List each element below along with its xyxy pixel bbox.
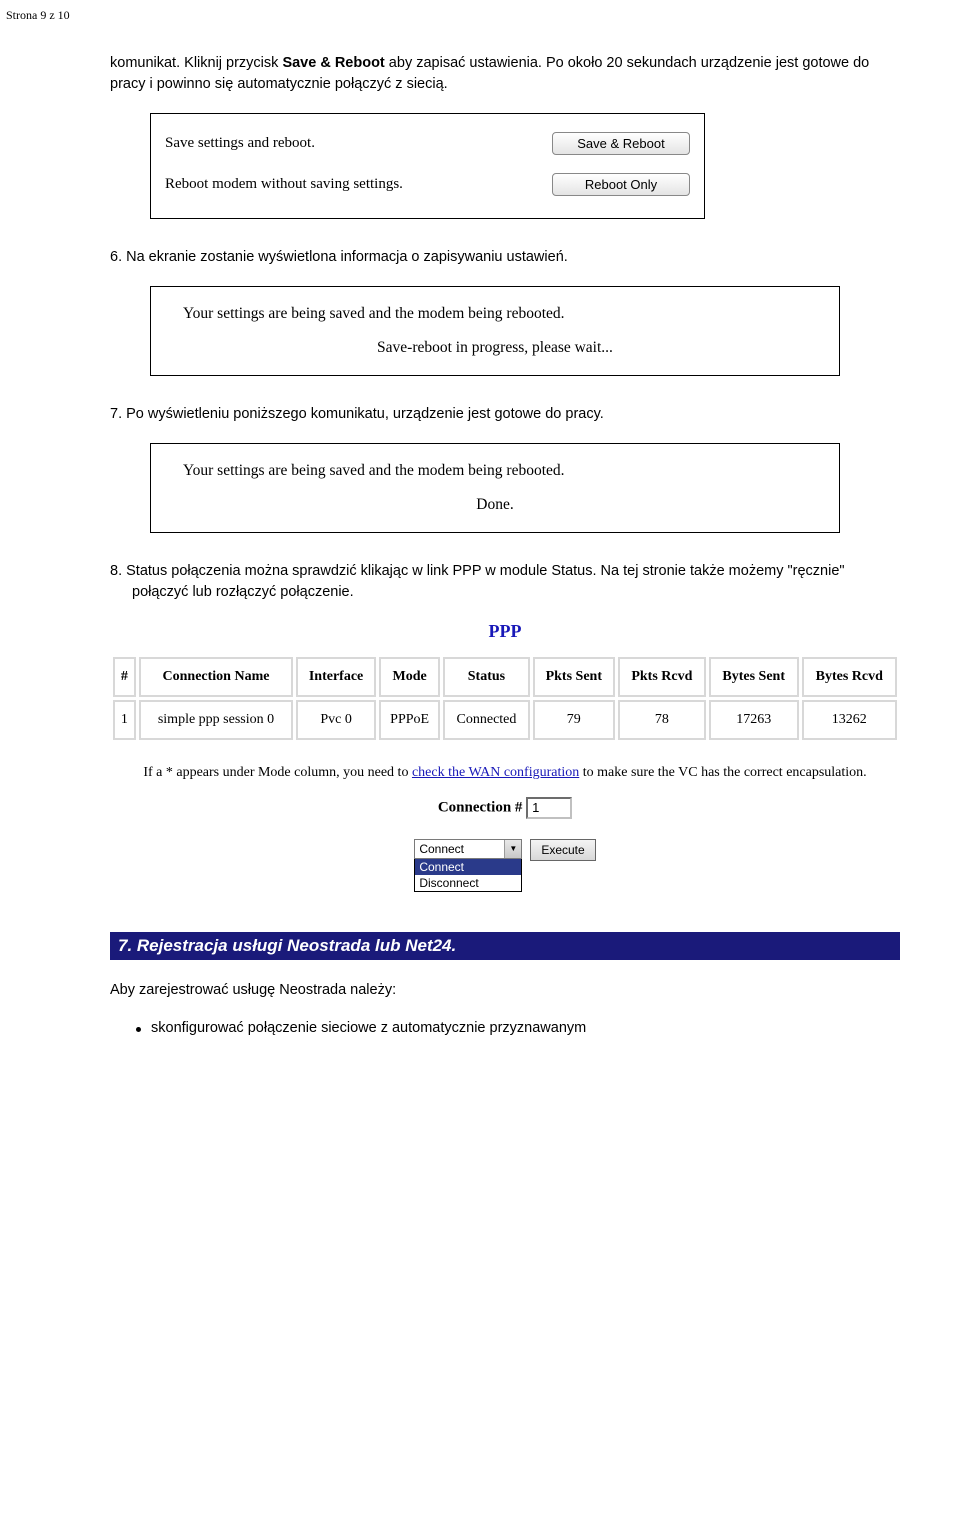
registration-lead: Aby zarejestrować usługę Neostrada należ… — [110, 982, 900, 998]
ppp-th-connname: Connection Name — [139, 657, 293, 697]
connection-number-input[interactable] — [526, 797, 572, 819]
dropdown-arrow-icon[interactable]: ▼ — [504, 840, 521, 858]
step-6: 6. Na ekranie zostanie wyświetlona infor… — [110, 247, 900, 268]
ppp-td-interface: Pvc 0 — [296, 700, 376, 740]
connection-number-row: Connection # — [110, 797, 900, 819]
ppp-heading: PPP — [110, 621, 900, 642]
ppp-th-bytessent: Bytes Sent — [709, 657, 799, 697]
reboot-row-save: Save settings and reboot. Save & Reboot — [165, 132, 690, 155]
ppp-th-mode: Mode — [379, 657, 440, 697]
page-number: Strona 9 z 10 — [0, 0, 960, 23]
ppp-note-post: to make sure the VC has the correct enca… — [579, 765, 866, 780]
reboot-row-only: Reboot modem without saving settings. Re… — [165, 173, 690, 196]
ppp-td-bytessent: 17263 — [709, 700, 799, 740]
bullet-text-1: skonfigurować połączenie sieciowe z auto… — [151, 1020, 586, 1036]
ppp-td-connname: simple ppp session 0 — [139, 700, 293, 740]
done-msg-line2: Done. — [163, 496, 827, 514]
ppp-td-mode: PPPoE — [379, 700, 440, 740]
reboot-only-button[interactable]: Reboot Only — [552, 173, 690, 196]
reboot-panel: Save settings and reboot. Save & Reboot … — [150, 113, 705, 219]
ppp-td-bytesrcvd: 13262 — [802, 700, 897, 740]
intro-paragraph: komunikat. Kliknij przycisk Save & Reboo… — [110, 53, 900, 95]
action-select[interactable]: Connect ▼ Connect Disconnect — [414, 839, 522, 892]
ppp-td-num: 1 — [113, 700, 136, 740]
ppp-header-row: # Connection Name Interface Mode Status … — [113, 657, 897, 697]
action-select-display[interactable]: Connect ▼ — [414, 839, 522, 859]
bullet-icon — [136, 1027, 141, 1032]
reboot-only-label: Reboot modem without saving settings. — [165, 176, 552, 193]
ppp-th-pktssent: Pkts Sent — [533, 657, 615, 697]
ppp-note-pre: If a * appears under Mode column, you ne… — [143, 765, 412, 780]
save-reboot-button[interactable]: Save & Reboot — [552, 132, 690, 155]
execute-button[interactable]: Execute — [530, 839, 595, 861]
ppp-td-status: Connected — [443, 700, 529, 740]
ppp-th-status: Status — [443, 657, 529, 697]
ppp-data-row: 1 simple ppp session 0 Pvc 0 PPPoE Conne… — [113, 700, 897, 740]
step-8: 8. Status połączenia można sprawdzić kli… — [110, 561, 900, 603]
check-wan-link[interactable]: check the WAN configuration — [412, 765, 579, 780]
step-7: 7. Po wyświetleniu poniższego komunikatu… — [110, 404, 900, 425]
ppp-td-pktssent: 79 — [533, 700, 615, 740]
done-message-box: Your settings are being saved and the mo… — [150, 443, 840, 533]
ppp-th-interface: Interface — [296, 657, 376, 697]
saving-msg-line2: Save-reboot in progress, please wait... — [163, 339, 827, 357]
execute-area: Connect ▼ Connect Disconnect Execute — [110, 839, 900, 892]
action-select-list: Connect Disconnect — [414, 859, 522, 892]
done-msg-line1: Your settings are being saved and the mo… — [163, 462, 827, 480]
saving-msg-line1: Your settings are being saved and the mo… — [163, 305, 827, 323]
connection-label: Connection # — [438, 799, 523, 815]
ppp-th-pktsrcvd: Pkts Rcvd — [618, 657, 706, 697]
intro-pre: komunikat. Kliknij przycisk — [110, 55, 282, 71]
save-reboot-label: Save settings and reboot. — [165, 135, 552, 152]
action-option-connect[interactable]: Connect — [415, 859, 521, 875]
section-7-heading: 7. Rejestracja usługi Neostrada lub Net2… — [110, 932, 900, 960]
ppp-status-table: # Connection Name Interface Mode Status … — [110, 654, 900, 743]
page-content: komunikat. Kliknij przycisk Save & Reboo… — [0, 23, 960, 1056]
ppp-th-bytesrcvd: Bytes Rcvd — [802, 657, 897, 697]
intro-bold: Save & Reboot — [282, 55, 384, 71]
saving-message-box: Your settings are being saved and the mo… — [150, 286, 840, 376]
ppp-footnote: If a * appears under Mode column, you ne… — [110, 763, 900, 783]
ppp-td-pktsrcvd: 78 — [618, 700, 706, 740]
bullet-item-1: skonfigurować połączenie sieciowe z auto… — [110, 1020, 900, 1036]
action-option-disconnect[interactable]: Disconnect — [415, 875, 521, 891]
ppp-th-num: # — [113, 657, 136, 697]
action-select-value: Connect — [415, 840, 504, 858]
